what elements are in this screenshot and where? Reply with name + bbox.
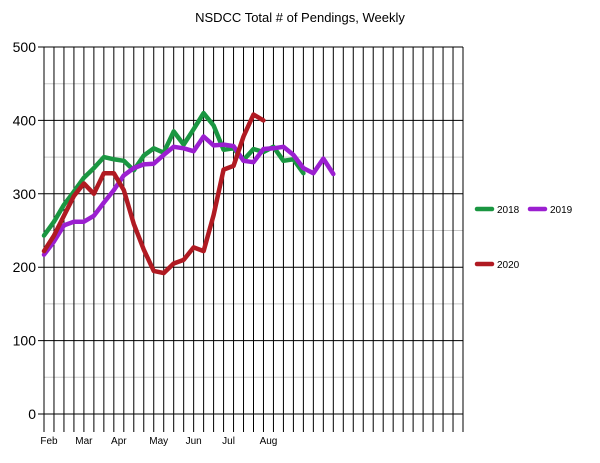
- x-axis-ticks: Feb Mar Apr May Jun Jul Aug: [40, 436, 277, 447]
- chart-grid: [38, 46, 464, 432]
- legend-label-2018: 2018: [497, 205, 520, 216]
- legend-label-2020: 2020: [497, 260, 520, 271]
- x-tick-label: Jun: [186, 436, 202, 447]
- chart-title: NSDCC Total # of Pendings, Weekly: [195, 10, 405, 25]
- y-tick-label: 100: [13, 333, 37, 349]
- x-tick-label: Jul: [222, 436, 235, 447]
- series-line-2020: [41, 112, 266, 276]
- y-tick-label: 500: [13, 39, 37, 55]
- x-tick-label: May: [149, 436, 168, 447]
- y-tick-label: 400: [13, 112, 37, 128]
- chart-legend: 2018 2019 2020: [474, 205, 573, 271]
- x-tick-label: Mar: [75, 436, 93, 447]
- x-tick-label: Apr: [111, 436, 127, 447]
- x-tick-label: Aug: [260, 436, 278, 447]
- y-tick-label: 0: [28, 406, 36, 422]
- y-tick-label: 300: [13, 186, 37, 202]
- series-line-2019: [41, 134, 336, 257]
- x-tick-label: Feb: [40, 436, 58, 447]
- legend-label-2019: 2019: [550, 205, 573, 216]
- chart-series: [41, 110, 336, 276]
- y-axis-ticks: 0 100 200 300 400 500: [13, 39, 37, 422]
- y-tick-label: 200: [13, 259, 37, 275]
